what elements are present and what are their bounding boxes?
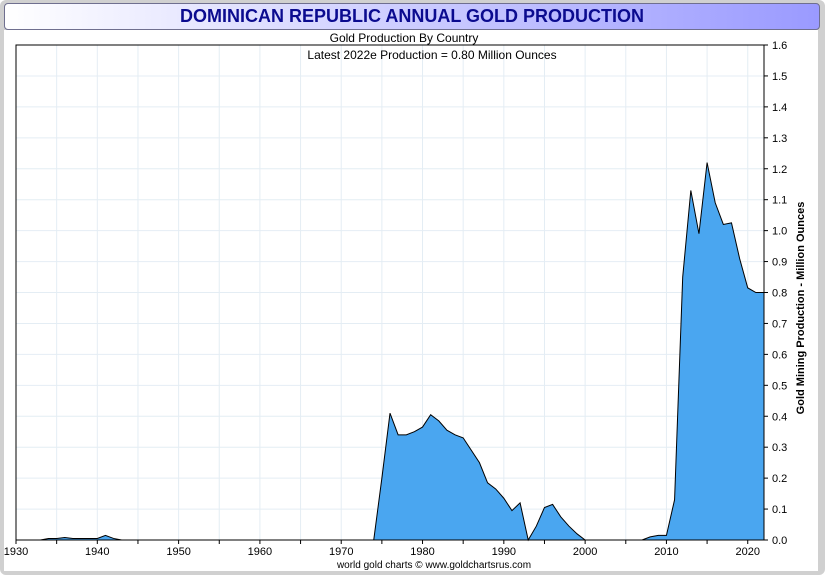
y-tick-label: 1.6 [772,40,787,52]
y-tick-label: 1.5 [772,71,787,83]
x-tick-label: 1990 [492,546,516,558]
x-tick-label: 1940 [85,546,109,558]
y-tick-label: 0.4 [772,411,787,423]
chart-footer: world gold charts © www.goldchartsrus.co… [336,560,531,571]
y-tick-label: 0.6 [772,349,787,361]
y-tick-label: 1.4 [772,102,787,114]
production-area [40,163,764,540]
y-tick-label: 1.3 [772,133,787,145]
y-tick-label: 0.9 [772,257,787,269]
x-tick-label: 2020 [735,546,759,558]
chart-title-bar: DOMINICAN REPUBLIC ANNUAL GOLD PRODUCTIO… [4,3,820,30]
x-tick-label: 1950 [166,546,190,558]
chart-subtitle: Gold Production By Country [330,31,479,45]
y-tick-label: 1.2 [772,164,787,176]
y-tick-label: 0.3 [772,442,787,454]
y-tick-label: 1.1 [772,195,787,207]
x-tick-label: 1970 [329,546,353,558]
y-tick-label: 0.8 [772,288,787,300]
x-tick-label: 2000 [573,546,597,558]
y-tick-label: 0.1 [772,504,787,516]
y-axis-label: Gold Mining Production - Million Ounces [795,202,807,415]
y-tick-label: 0.7 [772,318,787,330]
x-tick-label: 2010 [654,546,678,558]
y-tick-label: 1.0 [772,226,787,238]
y-tick-label: 0.0 [772,535,787,547]
chart-panel: 1.6 1.5 1.4 1.3 1.2 1.1 1.0 0.9 0.8 0.7 0.6 0.5 0.4 0… [4,30,818,571]
y-tick-label: 0.5 [772,380,787,392]
x-tick-label: 1960 [248,546,272,558]
x-tick-label: 1980 [410,546,434,558]
x-tick-label: 1930 [4,546,28,558]
gold-production-chart: 1.6 1.5 1.4 1.3 1.2 1.1 1.0 0.9 0.8 0.7 0.6 0.5 0.4 0… [4,30,818,571]
y-tick-label: 0.2 [772,473,787,485]
latest-production-label: Latest 2022e Production = 0.80 Million O… [307,48,556,62]
